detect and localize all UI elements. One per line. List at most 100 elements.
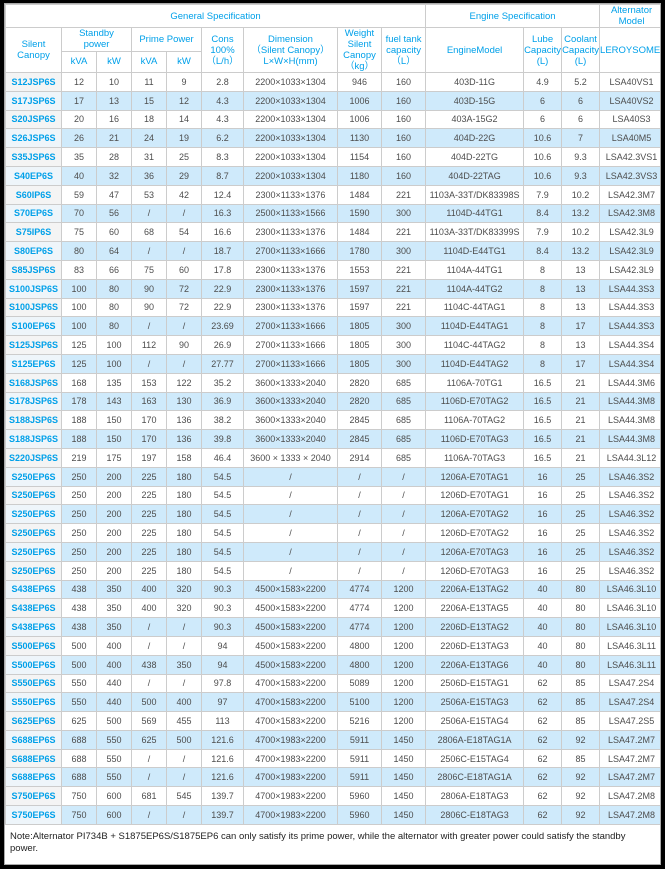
model-cell: S125EP6S bbox=[5, 353, 62, 374]
lube-capacity-cell: 6 bbox=[523, 90, 563, 111]
prime-kw-cell: 180 bbox=[166, 485, 202, 506]
lube-capacity-cell: 16.5 bbox=[523, 372, 563, 393]
standby-kw-cell: 60 bbox=[96, 222, 132, 243]
engine-model-cell: 1206D-E70TAG1 bbox=[425, 485, 525, 506]
engine-model-cell: 403D-15G bbox=[425, 90, 525, 111]
prime-kw-cell: / bbox=[166, 203, 202, 224]
alternator-model-cell: LSA42.3M7 bbox=[599, 184, 660, 205]
alternator-model-cell: LSA44.3S4 bbox=[599, 353, 660, 374]
coolant-capacity-cell: 21 bbox=[561, 447, 601, 468]
fuel-capacity-cell: / bbox=[380, 523, 427, 543]
cons-cell: 8.3 bbox=[201, 147, 244, 167]
weight-cell: 1006 bbox=[337, 109, 382, 130]
engine-model-cell: 2806C-E18TAG3 bbox=[425, 805, 525, 825]
standby-kw-cell: 400 bbox=[96, 635, 132, 656]
model-cell: S438EP6S bbox=[5, 579, 62, 600]
standby-kva-cell: 688 bbox=[61, 748, 97, 769]
cons-cell: 12.4 bbox=[201, 184, 244, 205]
header-standby-kw: kW bbox=[96, 50, 132, 74]
engine-model-cell: 2506D-E15TAG1 bbox=[425, 673, 525, 694]
table-row: S550EP6S 550 440 500 400 97 4700×1583×22… bbox=[5, 692, 660, 713]
prime-kw-cell: 25 bbox=[166, 147, 202, 167]
prime-kva-cell: 170 bbox=[131, 429, 167, 449]
standby-kva-cell: 438 bbox=[61, 598, 97, 619]
alternator-model-cell: LSA47.2M7 bbox=[599, 748, 660, 769]
header-fuel-tank: fuel tank capacity （L） bbox=[380, 27, 427, 73]
prime-kva-cell: 15 bbox=[131, 90, 167, 111]
prime-kw-cell: 320 bbox=[166, 598, 202, 619]
fuel-capacity-cell: 300 bbox=[380, 353, 427, 374]
standby-kw-cell: 80 bbox=[96, 297, 132, 318]
engine-model-cell: 1104C-44TAG1 bbox=[425, 297, 525, 318]
weight-cell: / bbox=[337, 541, 382, 562]
alternator-model-cell: LSA47.2M8 bbox=[599, 805, 660, 825]
engine-model-cell: 1106A-70TAG3 bbox=[425, 447, 525, 468]
header-cons: Cons 100% （L/h） bbox=[201, 27, 244, 73]
cons-cell: 22.9 bbox=[201, 297, 244, 318]
standby-kva-cell: 500 bbox=[61, 654, 97, 675]
standby-kva-cell: 35 bbox=[61, 147, 97, 167]
header-engine-model: EngineModel bbox=[425, 27, 525, 73]
standby-kva-cell: 750 bbox=[61, 805, 97, 825]
lube-capacity-cell: 8 bbox=[523, 353, 563, 374]
prime-kva-cell: 225 bbox=[131, 485, 167, 506]
lube-capacity-cell: 16 bbox=[523, 541, 563, 562]
weight-cell: / bbox=[337, 523, 382, 543]
prime-kva-cell: 36 bbox=[131, 165, 167, 186]
weight-cell: 5960 bbox=[337, 786, 382, 807]
engine-model-cell: 1104D-E44TG1 bbox=[425, 241, 525, 261]
table-row: S188JSP6S 188 150 170 136 38.2 3600×1333… bbox=[5, 410, 660, 431]
model-cell: S500EP6S bbox=[5, 635, 62, 656]
prime-kva-cell: 31 bbox=[131, 147, 167, 167]
alternator-model-cell: LSA47.2M7 bbox=[599, 767, 660, 788]
dimension-cell: 4500×1583×2200 bbox=[243, 654, 338, 675]
coolant-capacity-cell: 5.2 bbox=[561, 72, 601, 92]
weight-cell: 1805 bbox=[337, 335, 382, 355]
alternator-model-cell: LSA46.3S2 bbox=[599, 485, 660, 506]
prime-kw-cell: 72 bbox=[166, 278, 202, 299]
fuel-capacity-cell: 221 bbox=[380, 222, 427, 243]
standby-kva-cell: 688 bbox=[61, 729, 97, 750]
prime-kva-cell: 170 bbox=[131, 410, 167, 431]
standby-kw-cell: 550 bbox=[96, 748, 132, 769]
prime-kva-cell: 225 bbox=[131, 560, 167, 581]
cons-cell: 54.5 bbox=[201, 523, 244, 543]
engine-model-cell: 1106D-E70TAG2 bbox=[425, 391, 525, 412]
standby-kw-cell: 500 bbox=[96, 711, 132, 731]
standby-kw-cell: 200 bbox=[96, 523, 132, 543]
header-dimension: Dimension （Silent Canopy） L×W×H(mm) bbox=[243, 27, 338, 73]
standby-kw-cell: 150 bbox=[96, 429, 132, 449]
header-standby-kva: kVA bbox=[61, 50, 97, 74]
prime-kw-cell: 158 bbox=[166, 447, 202, 468]
prime-kw-cell: 180 bbox=[166, 504, 202, 525]
weight-cell: 4774 bbox=[337, 617, 382, 637]
model-cell: S438EP6S bbox=[5, 617, 62, 637]
engine-model-cell: 1206D-E70TAG2 bbox=[425, 523, 525, 543]
alternator-model-cell: LSA46.3S2 bbox=[599, 523, 660, 543]
weight-cell: 1780 bbox=[337, 241, 382, 261]
standby-kva-cell: 100 bbox=[61, 278, 97, 299]
model-cell: S250EP6S bbox=[5, 504, 62, 525]
standby-kw-cell: 440 bbox=[96, 673, 132, 694]
alternator-model-cell: LSA44.3L12 bbox=[599, 447, 660, 468]
standby-kva-cell: 250 bbox=[61, 541, 97, 562]
prime-kw-cell: / bbox=[166, 673, 202, 694]
standby-kva-cell: 100 bbox=[61, 316, 97, 337]
weight-cell: 4774 bbox=[337, 598, 382, 619]
coolant-capacity-cell: 80 bbox=[561, 617, 601, 637]
fuel-capacity-cell: / bbox=[380, 485, 427, 506]
prime-kw-cell: 320 bbox=[166, 579, 202, 600]
prime-kw-cell: 500 bbox=[166, 729, 202, 750]
fuel-capacity-cell: 685 bbox=[380, 429, 427, 449]
weight-cell: 1805 bbox=[337, 353, 382, 374]
lube-capacity-cell: 7.9 bbox=[523, 184, 563, 205]
standby-kw-cell: 135 bbox=[96, 372, 132, 393]
coolant-capacity-cell: 10.2 bbox=[561, 184, 601, 205]
header-leroysomer: LEROYSOMER bbox=[599, 27, 660, 73]
cons-cell: 36.9 bbox=[201, 391, 244, 412]
coolant-capacity-cell: 9.3 bbox=[561, 165, 601, 186]
standby-kva-cell: 250 bbox=[61, 523, 97, 543]
coolant-capacity-cell: 25 bbox=[561, 485, 601, 506]
fuel-capacity-cell: 1200 bbox=[380, 654, 427, 675]
prime-kw-cell: 72 bbox=[166, 297, 202, 318]
